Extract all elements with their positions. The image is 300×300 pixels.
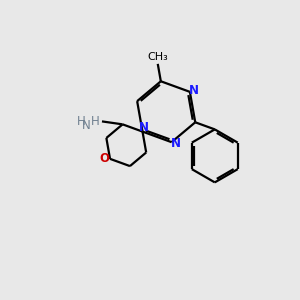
Text: H: H: [77, 115, 86, 128]
Text: CH₃: CH₃: [147, 52, 168, 62]
Text: N: N: [170, 137, 180, 150]
Text: N: N: [189, 84, 199, 97]
Text: H: H: [91, 115, 99, 128]
Text: N: N: [82, 119, 91, 132]
Text: O: O: [100, 152, 110, 165]
Text: N: N: [138, 121, 148, 134]
